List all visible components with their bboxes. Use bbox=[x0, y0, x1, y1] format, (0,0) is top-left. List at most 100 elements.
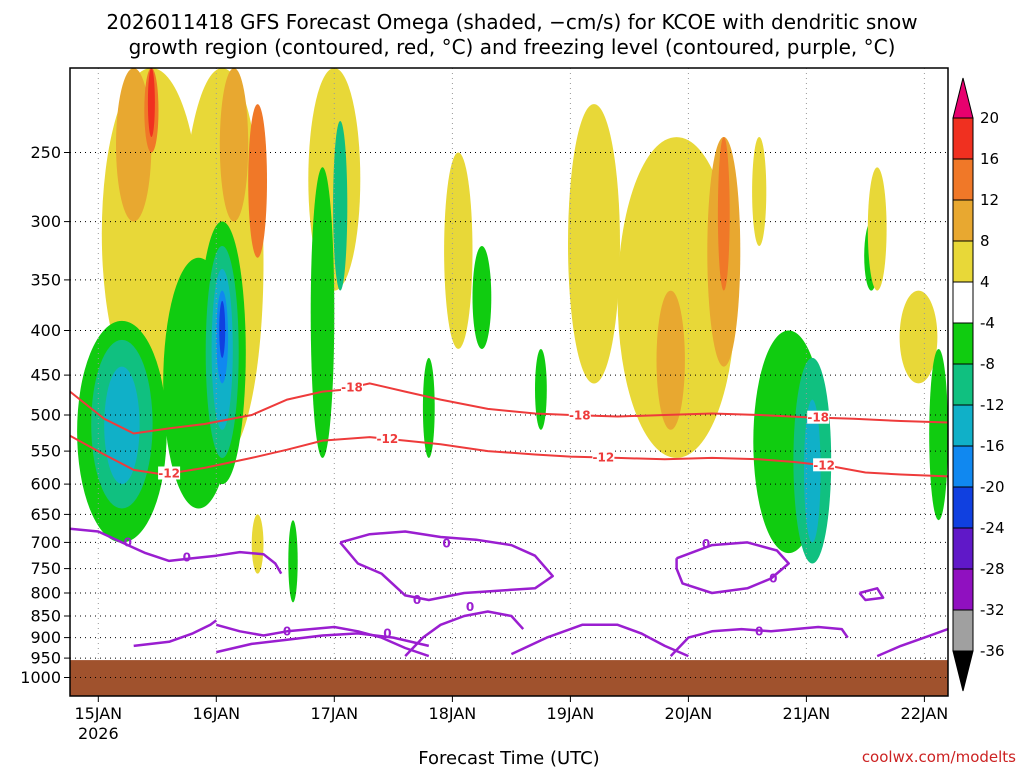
colorbar-swatch--8_-4 bbox=[952, 322, 974, 365]
colorbar-swatch-16_20 bbox=[952, 117, 974, 160]
colorbar: 20 16 12 8 4 -4 -8 -12 -16 -20 -24 -28 -32 -36 bbox=[952, 77, 1005, 692]
colorbar-label--32: -32 bbox=[980, 601, 1005, 619]
freezing-contour-4 bbox=[339, 530, 554, 602]
freezing-label-2: 0 bbox=[442, 537, 450, 551]
freezing-label-4: 0 bbox=[466, 600, 474, 614]
colorbar-swatch--24_-20 bbox=[952, 486, 974, 529]
y-tick-label-500: 500 bbox=[30, 406, 61, 425]
colorbar-label--16: -16 bbox=[980, 437, 1005, 455]
colorbar-swatch--36_-32 bbox=[952, 609, 974, 652]
dgz-contour-minus18 bbox=[70, 382, 948, 435]
y-tick-label-800: 800 bbox=[30, 584, 61, 603]
plot-area: 0 0 0 0 0 0 0 0 0 0 -18 -18 -18 -12 -12 -12 -12 bbox=[69, 67, 949, 697]
dgz-label-1: -18 bbox=[569, 408, 591, 422]
colorbar-label-8: 8 bbox=[980, 232, 990, 250]
credit-text: coolwx.com/modelts bbox=[862, 748, 1016, 766]
dgz-label-6: -12 bbox=[813, 458, 835, 472]
x-tick-label-18JAN: 18JAN bbox=[429, 704, 477, 723]
x-axis: 15JAN 16JAN 17JAN 18JAN 19JAN 20JAN 21JAN 22JAN… bbox=[74, 696, 948, 743]
ground-fill bbox=[70, 660, 948, 696]
y-tick-label-700: 700 bbox=[30, 533, 61, 552]
freezing-label-1: 0 bbox=[383, 626, 391, 640]
freezing-contour-6 bbox=[510, 623, 689, 658]
freezing-contour-2 bbox=[215, 623, 430, 658]
omega-shade-23 bbox=[656, 290, 685, 430]
colorbar-label--36: -36 bbox=[980, 642, 1005, 660]
omega-shade-36 bbox=[422, 357, 435, 458]
omega-shade-31 bbox=[867, 167, 887, 291]
omega-shade-32 bbox=[899, 290, 938, 384]
dgz-label-4: -12 bbox=[377, 432, 399, 446]
x-tick-label-22JAN: 22JAN bbox=[901, 704, 949, 723]
freezing-label-3: 0 bbox=[413, 593, 421, 607]
colorbar-swatch--32_-28 bbox=[952, 568, 974, 611]
omega-shade-37 bbox=[535, 349, 547, 430]
y-axis: 250 300 350 400 450 500 550 600 650 700 750 800 850 9… bbox=[20, 143, 70, 687]
freezing-level-contours: 0 0 0 0 0 0 0 0 0 0 bbox=[70, 527, 948, 658]
omega-shade-35 bbox=[288, 520, 298, 603]
omega-shade-21 bbox=[568, 104, 620, 384]
x-tick-label-15JAN: 15JAN bbox=[74, 704, 122, 723]
y-tick-label-250: 250 bbox=[30, 143, 61, 162]
dgz-contours: -18 -18 -18 -12 -12 -12 -12 bbox=[70, 380, 948, 481]
y-tick-label-300: 300 bbox=[30, 212, 61, 231]
freezing-label-5: 0 bbox=[702, 537, 710, 551]
plot-frame bbox=[69, 67, 949, 697]
omega-shade-1 bbox=[116, 68, 152, 222]
freezing-contour-5 bbox=[404, 610, 525, 657]
omega-shade-3 bbox=[147, 68, 155, 137]
colorbar-label--28: -28 bbox=[980, 560, 1005, 578]
omega-shade-25 bbox=[717, 137, 730, 291]
colorbar-swatch--28_-24 bbox=[952, 527, 974, 570]
freezing-contour-8 bbox=[669, 625, 849, 657]
omega-shade-5 bbox=[219, 68, 249, 222]
omega-shade-29 bbox=[804, 399, 821, 543]
x-tick-label-19JAN: 19JAN bbox=[547, 704, 595, 723]
x-tick-label-20JAN: 20JAN bbox=[665, 704, 713, 723]
x-axis-label: Forecast Time (UTC) bbox=[418, 748, 599, 768]
freezing-label-8: 0 bbox=[124, 535, 132, 549]
colorbar-swatch--4_4 bbox=[952, 281, 974, 324]
colorbar-label--20: -20 bbox=[980, 478, 1005, 496]
y-tick-label-850: 850 bbox=[30, 607, 61, 626]
x-tick-label-21JAN: 21JAN bbox=[783, 704, 831, 723]
dgz-label-5: -12 bbox=[593, 451, 615, 465]
freezing-contour-0 bbox=[70, 527, 283, 575]
y-tick-label-450: 450 bbox=[30, 366, 61, 385]
colorbar-swatch-8_12 bbox=[952, 199, 974, 242]
omega-shade-10 bbox=[104, 366, 140, 484]
colorbar-label-20: 20 bbox=[980, 109, 999, 127]
freezing-label-7: 0 bbox=[755, 624, 763, 638]
colorbar-label-16: 16 bbox=[980, 150, 999, 168]
omega-shade-26 bbox=[752, 137, 767, 246]
colorbar-swatch-4_8 bbox=[952, 240, 974, 283]
omega-shade-34 bbox=[251, 514, 264, 574]
freezing-label-0: 0 bbox=[183, 550, 191, 564]
dgz-label-bg-0 bbox=[341, 380, 363, 394]
y-tick-label-1000: 1000 bbox=[20, 668, 61, 687]
colorbar-label-12: 12 bbox=[980, 191, 999, 209]
colorbar-top-arrow bbox=[952, 77, 974, 119]
dgz-label-bg-3 bbox=[158, 466, 181, 480]
chart-title-line1: 2026011418 GFS Forecast Omega (shaded, −… bbox=[106, 10, 917, 34]
omega-shade-6 bbox=[248, 104, 267, 258]
y-tick-label-600: 600 bbox=[30, 475, 61, 494]
dgz-contour-minus12 bbox=[70, 434, 948, 478]
y-tick-label-750: 750 bbox=[30, 559, 61, 578]
dgz-label-3: -12 bbox=[158, 467, 180, 481]
freezing-contour-10 bbox=[876, 627, 948, 658]
freezing-contour-7 bbox=[675, 541, 790, 595]
freezing-contour-9 bbox=[858, 587, 885, 602]
y-tick-label-650: 650 bbox=[30, 505, 61, 524]
dgz-label-0: -18 bbox=[341, 380, 363, 394]
y-tick-label-400: 400 bbox=[30, 321, 61, 340]
chart-title-line2: growth region (contoured, red, °C) and f… bbox=[129, 35, 896, 59]
colorbar-bottom-arrow bbox=[952, 650, 974, 692]
ground-surface bbox=[70, 660, 948, 696]
omega-shade-33 bbox=[929, 349, 948, 521]
y-tick-label-950: 950 bbox=[30, 649, 61, 668]
freezing-label-9: 0 bbox=[283, 624, 291, 638]
dgz-label-bg-2 bbox=[807, 410, 830, 424]
y-tick-label-550: 550 bbox=[30, 442, 61, 461]
